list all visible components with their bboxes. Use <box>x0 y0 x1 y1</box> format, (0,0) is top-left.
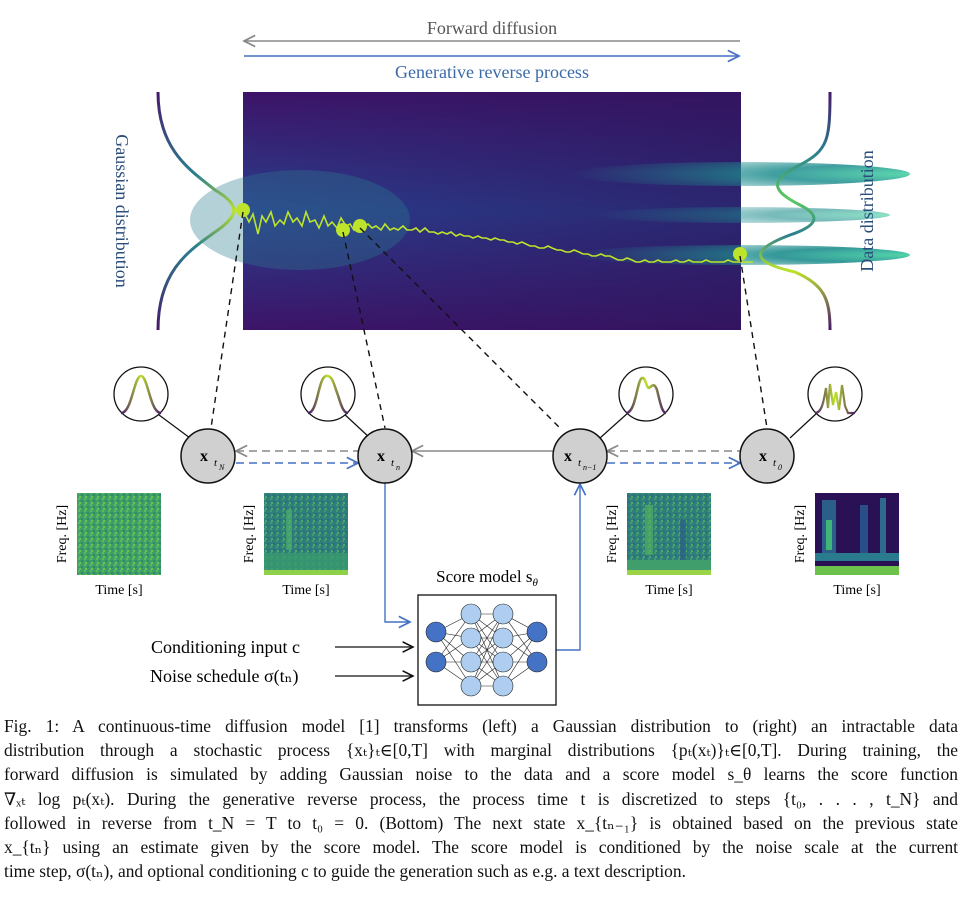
caption-line-6: x_{tₙ} using an estimate given by the sc… <box>4 837 958 858</box>
spectrogram-tN-xlabel: Time [s] <box>95 583 142 598</box>
score-model-label: Score model s <box>436 567 532 586</box>
node-x-tN-base: x <box>200 448 208 465</box>
heatmap-node-connectors <box>210 211 768 429</box>
noise-schedule-label: Noise schedule σ(tₙ) <box>150 666 298 687</box>
score-model-sub: θ <box>532 577 538 589</box>
node-x-tN-subsub: N <box>218 463 225 472</box>
diffusion-figure: Forward diffusion Generative reverse pro… <box>55 18 910 706</box>
node-x-tN: x t N <box>180 428 236 484</box>
caption-line-7: time step, σ(tₙ), and optional condition… <box>4 861 686 882</box>
spectrogram-tN: Freq. [Hz] Time [s] <box>55 493 161 598</box>
data-distribution-curve <box>759 91 832 331</box>
svg-text:Score model sθ: Score model sθ <box>436 567 538 589</box>
node-x-tn-minus-1: x t n−1 <box>552 428 608 484</box>
forward-diffusion-label: Forward diffusion <box>427 18 557 38</box>
spectrogram-tn1-ylabel: Freq. [Hz] <box>605 505 620 563</box>
node-x-tn1-sub: t <box>578 457 582 469</box>
node-x-tn: x t n <box>357 428 413 484</box>
gaussian-distribution-label: Gaussian distribution <box>112 134 132 288</box>
spectrogram-tn1-xlabel: Time [s] <box>645 583 692 598</box>
gaussian-curve <box>156 91 236 331</box>
spectrogram-tn: Freq. [Hz] Time [s] <box>242 493 348 598</box>
trajectory-point-t0 <box>733 247 747 261</box>
node-x-tn-sub: t <box>391 457 395 469</box>
spectrogram-t0: Freq. [Hz] Time [s] <box>793 493 899 598</box>
trajectory-line <box>242 209 753 263</box>
node-x-tn-subsub: n <box>396 463 400 472</box>
node-x-tn-base: x <box>377 448 385 465</box>
neural-network-icon <box>425 603 548 697</box>
node-x-t0: x t 0 <box>739 428 795 484</box>
figure-caption: Fig. 1: A continuous-time diffusion mode… <box>4 714 958 883</box>
spectrogram-t0-xlabel: Time [s] <box>833 583 880 598</box>
spectrogram-tn-ylabel: Freq. [Hz] <box>242 505 257 563</box>
spectrogram-tN-ylabel: Freq. [Hz] <box>55 505 70 563</box>
node-x-tN-sub: t <box>214 457 218 469</box>
caption-line-5: followed in reverse from t_N = T to t₀ =… <box>4 812 958 833</box>
node-x-tn1-base: x <box>564 448 572 465</box>
trajectory-point-tN <box>236 203 250 217</box>
mini-distributions <box>113 366 863 439</box>
node-x-tn1-subsub: n−1 <box>583 463 596 472</box>
trajectory-point-tn <box>336 223 350 237</box>
caption-line-2: distribution through a stochastic proces… <box>4 740 958 761</box>
reverse-process-label: Generative reverse process <box>395 62 589 82</box>
caption-line-3: forward diffusion is simulated by adding… <box>4 764 958 785</box>
spectrogram-tn1: Freq. [Hz] Time [s] <box>605 493 711 598</box>
diffusion-heatmap <box>190 92 910 330</box>
trajectory-point-tn1 <box>353 219 367 233</box>
conditioning-input-label: Conditioning input c <box>151 637 300 657</box>
caption-line-1: Fig. 1: A continuous-time diffusion mode… <box>4 716 958 736</box>
node-x-t0-sub: t <box>773 457 777 469</box>
data-distribution-label: Data distribution <box>857 150 877 271</box>
spectrogram-t0-ylabel: Freq. [Hz] <box>793 505 808 563</box>
node-x-t0-subsub: 0 <box>778 463 782 472</box>
score-model: Score model sθ <box>417 567 557 706</box>
node-arrows <box>236 451 740 651</box>
node-x-t0-base: x <box>759 448 767 465</box>
caption-line-4: ∇ₓₜ log pₜ(xₜ). During the generative re… <box>4 788 958 809</box>
spectrogram-tn-xlabel: Time [s] <box>282 583 329 598</box>
